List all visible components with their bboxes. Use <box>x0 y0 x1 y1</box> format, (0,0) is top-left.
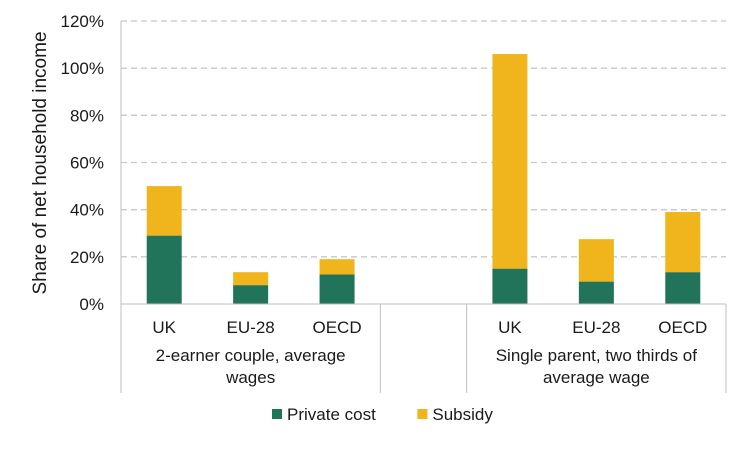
y-tick-label: 100% <box>61 59 104 78</box>
bar-segment-subsidy <box>578 239 614 282</box>
bar-segment-subsidy <box>319 259 355 275</box>
bar-segment-subsidy <box>233 272 269 286</box>
x-category-label: EU-28 <box>227 318 275 337</box>
group-label: average wage <box>543 368 650 387</box>
bar-segment-subsidy <box>665 212 701 273</box>
y-axis-label: Share of net household income <box>30 31 51 294</box>
gridlines <box>121 20 726 258</box>
x-category-label: OECD <box>658 318 707 337</box>
legend: Private cost Subsidy <box>272 405 493 424</box>
y-tick-label: 20% <box>70 248 104 267</box>
bar-segment-private-cost <box>492 268 528 304</box>
legend-swatch <box>272 409 282 419</box>
bar-segment-private-cost <box>665 272 701 304</box>
bar-segment-subsidy <box>146 186 182 236</box>
bars <box>146 54 701 304</box>
bar-segment-subsidy <box>492 54 528 269</box>
y-tick-label: 60% <box>70 154 104 173</box>
x-category-label: UK <box>152 318 176 337</box>
y-tick-label: 0% <box>79 295 104 314</box>
legend-label: Subsidy <box>432 405 493 424</box>
y-tick-label: 80% <box>70 106 104 125</box>
legend-swatch <box>417 409 428 419</box>
legend-label: Private cost <box>287 405 376 424</box>
x-category-label: UK <box>498 318 522 337</box>
y-tick-label: 120% <box>61 12 104 31</box>
x-category-label: OECD <box>313 318 362 337</box>
bar-segment-private-cost <box>578 281 614 304</box>
group-label: wages <box>225 368 275 387</box>
x-category-label: EU-28 <box>572 318 620 337</box>
group-label: 2-earner couple, average <box>156 346 346 365</box>
bar-segment-private-cost <box>233 285 269 304</box>
axis-labels: 0% 20% 40% 60% 80% 100% 120% UK EU-28 OECD UK EU-28… <box>61 12 708 387</box>
bar-segment-private-cost <box>146 235 182 304</box>
axes <box>120 21 727 393</box>
group-label: Single parent, two thirds of <box>496 346 698 365</box>
bar-segment-private-cost <box>319 274 355 304</box>
y-tick-label: 40% <box>70 201 104 220</box>
